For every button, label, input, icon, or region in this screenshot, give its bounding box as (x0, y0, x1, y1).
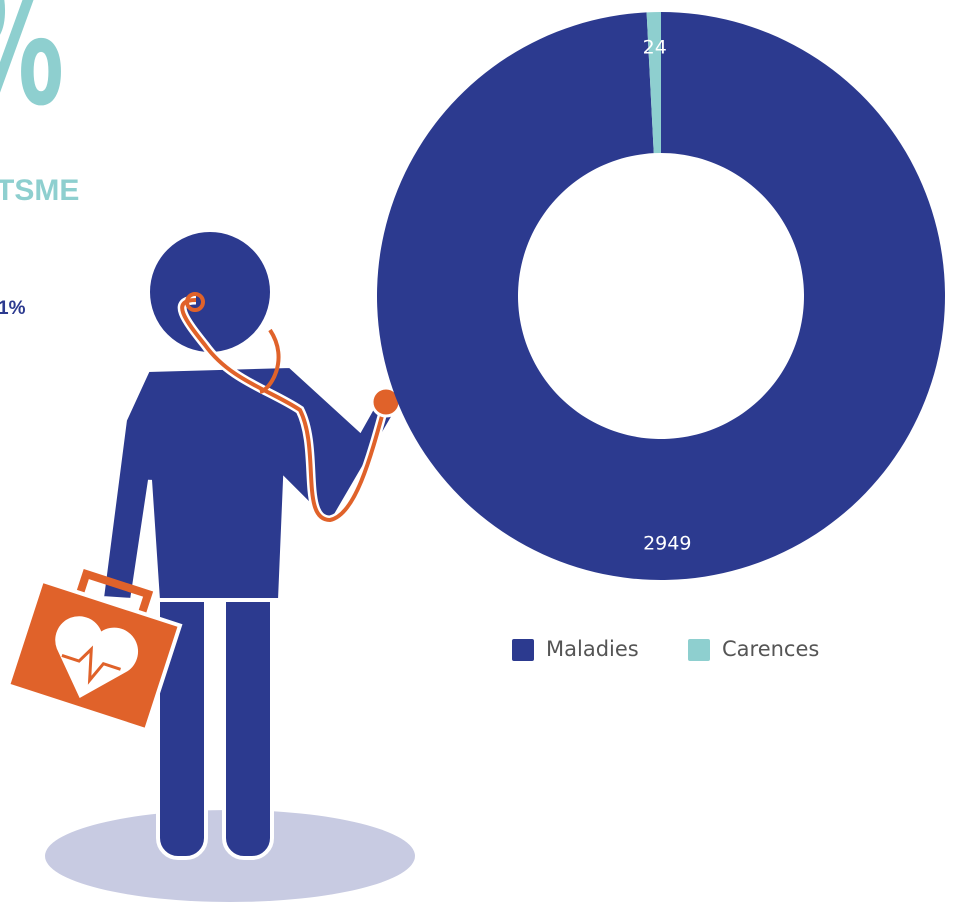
data-label: 24 (643, 37, 667, 59)
stethoscope-tube (259, 328, 281, 394)
data-label: 2949 (643, 532, 691, 554)
legend-label: Maladies (546, 637, 639, 661)
legend-swatch (688, 639, 710, 661)
shadow (45, 810, 415, 902)
body (99, 363, 399, 603)
stat: 1% (0, 298, 26, 319)
legend-swatch (512, 639, 534, 661)
section-label: TSME (0, 174, 80, 207)
donut-segment (376, 12, 945, 580)
big-symbol: % (0, 0, 64, 130)
earpiece (185, 292, 205, 312)
bag (5, 568, 183, 733)
legend-label: Carences (722, 637, 819, 661)
stethoscope (180, 298, 387, 523)
donut-segment (646, 12, 661, 154)
